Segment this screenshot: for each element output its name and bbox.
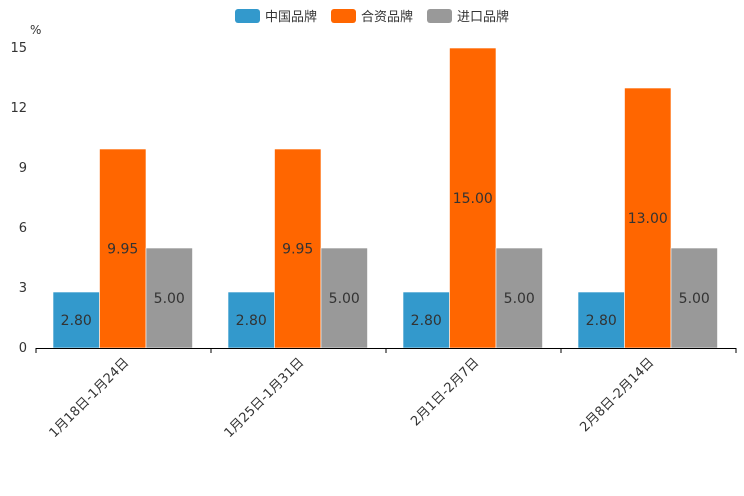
legend-swatch-import-brand — [427, 8, 452, 23]
x-category-label: 1月25日-1月31日 — [222, 355, 308, 441]
bar-value-label: 9.95 — [282, 242, 313, 258]
bar[interactable] — [449, 47, 497, 349]
y-tick-label: 9 — [19, 161, 27, 176]
bar[interactable] — [624, 87, 672, 349]
x-category-label: 2月1日-2月7日 — [408, 355, 482, 429]
bar[interactable] — [577, 291, 625, 349]
bar-value-label: 5.00 — [679, 291, 710, 307]
x-category-label: 2月8日-2月14日 — [577, 355, 657, 435]
legend-label-import-brand: 进口品牌 — [457, 10, 510, 25]
bar[interactable] — [99, 148, 147, 349]
legend-swatch-china-brand — [234, 8, 260, 23]
bar[interactable] — [227, 291, 275, 349]
legend-item-china-brand[interactable]: 中国品牌 — [234, 6, 317, 25]
y-tick-label: 3 — [19, 281, 27, 296]
bar-value-label: 5.00 — [504, 291, 535, 307]
bar-value-label: 2.80 — [586, 313, 617, 329]
bar-value-label: 9.95 — [107, 242, 138, 258]
bar-value-label: 15.00 — [453, 191, 493, 207]
legend-label-jv-brand: 合资品牌 — [360, 10, 413, 25]
bars-group: 2.80 9.95 5.00 2.80 9.95 5.00 2.80 15.00 5.00 2.8… — [52, 47, 718, 349]
y-tick-label: 0 — [19, 341, 27, 356]
x-category-label: 1月18日-1月24日 — [47, 355, 133, 441]
bar[interactable] — [402, 291, 450, 349]
bar-value-label: 13.00 — [628, 211, 668, 227]
y-tick-label: 15 — [10, 41, 27, 56]
bar-value-label: 2.80 — [61, 313, 92, 329]
bar-value-label: 5.00 — [154, 291, 185, 307]
bar[interactable] — [495, 247, 543, 349]
y-tick-label: 6 — [19, 221, 27, 236]
y-unit-label: % — [30, 23, 41, 37]
bar[interactable] — [320, 247, 368, 349]
bar[interactable] — [670, 247, 718, 349]
y-axis: 0 3 6 9 12 15 — [10, 41, 27, 356]
legend-swatch-jv-brand — [330, 8, 356, 23]
legend-item-jv-brand[interactable]: 合资品牌 — [330, 6, 413, 25]
chart-legend: 中国品牌 合资品牌 进口品牌 — [0, 6, 744, 25]
bar-value-label: 2.80 — [236, 313, 267, 329]
y-tick-label: 12 — [10, 101, 27, 116]
bar-value-label: 2.80 — [411, 313, 442, 329]
bar-value-label: 5.00 — [329, 291, 360, 307]
legend-label-china-brand: 中国品牌 — [264, 10, 317, 25]
bar[interactable] — [274, 148, 322, 349]
legend-item-import-brand[interactable]: 进口品牌 — [427, 6, 509, 25]
x-axis: 1月18日-1月24日 1月25日-1月31日 2月1日-2月7日 2月8日-2月14… — [35, 348, 737, 441]
